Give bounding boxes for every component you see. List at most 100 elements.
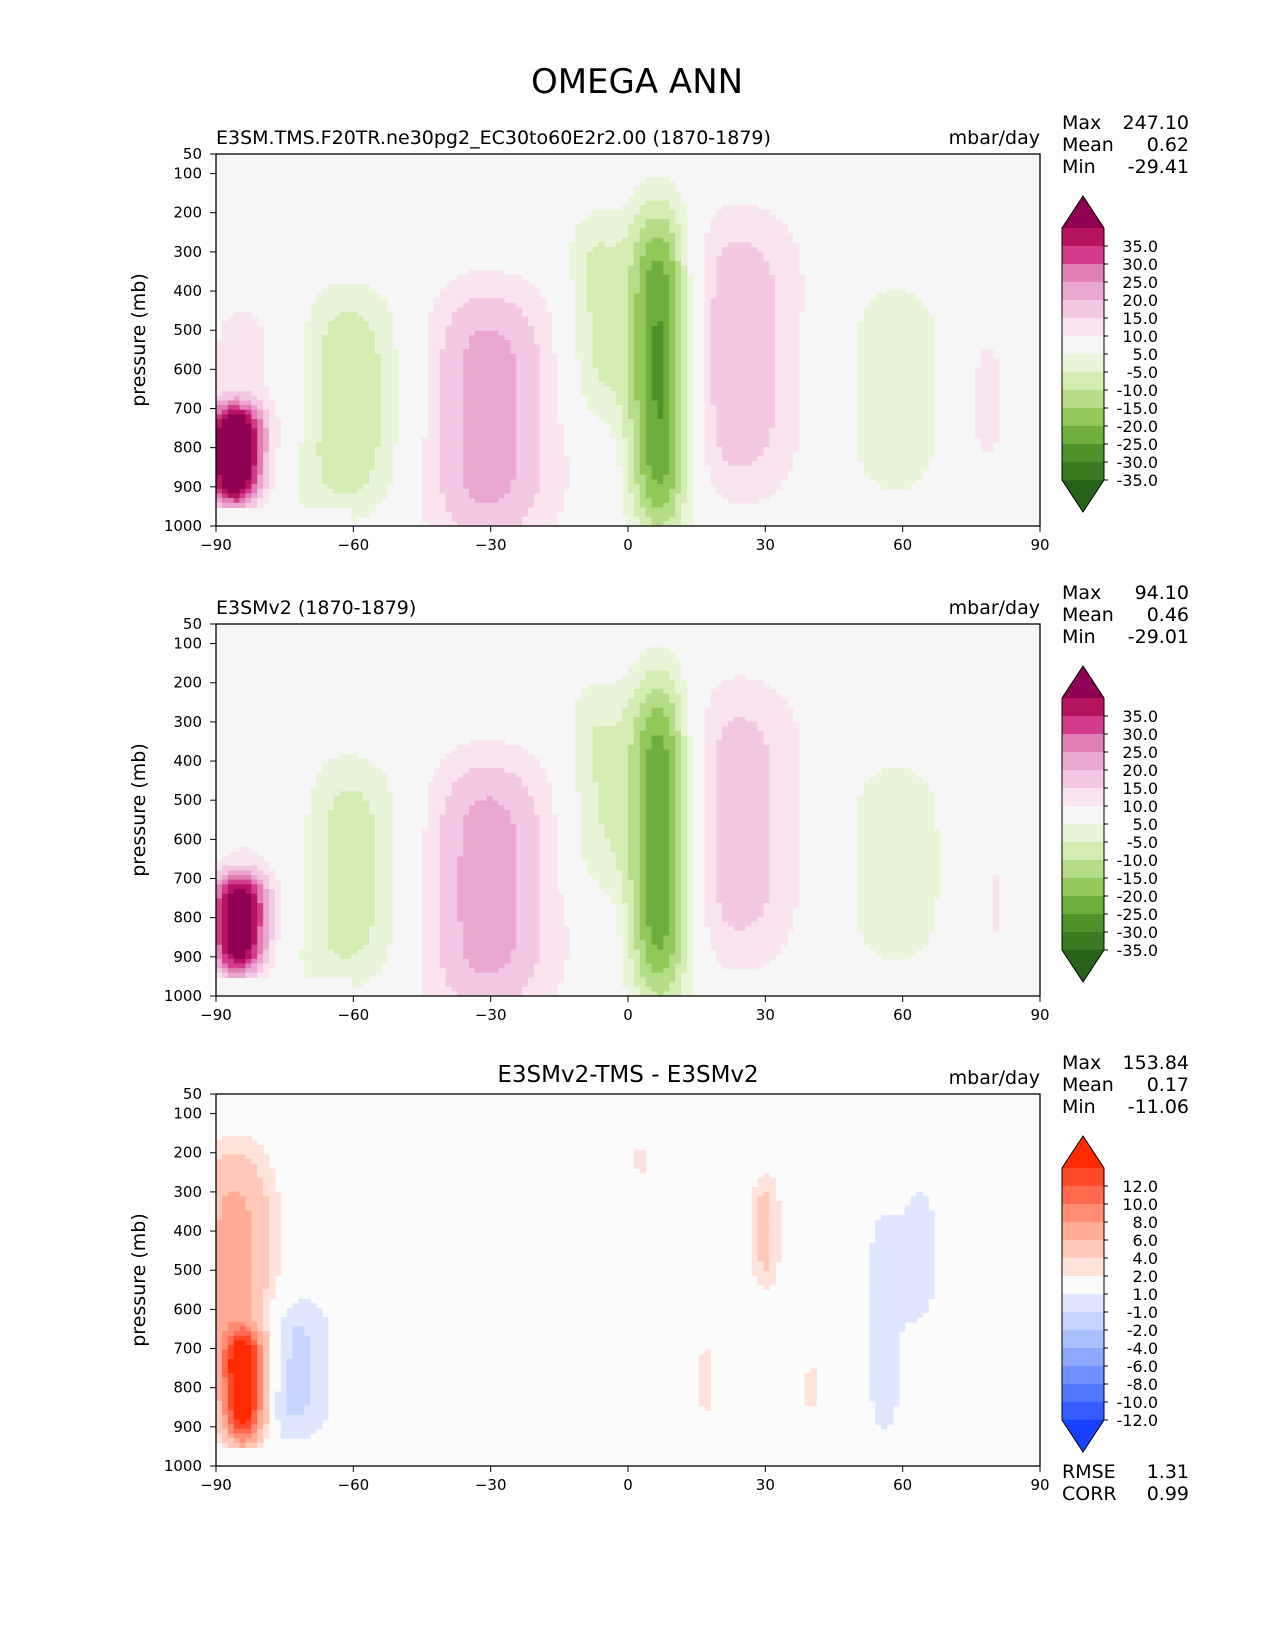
contour-cell [680, 284, 688, 290]
contour-cell [545, 474, 553, 481]
contour-cell [745, 284, 753, 290]
contour-cell [504, 437, 511, 443]
contour-cell [769, 284, 776, 290]
contour-cell [669, 437, 676, 443]
contour-cell [904, 456, 912, 462]
contour-cell [628, 349, 635, 355]
contour-cell [739, 307, 747, 313]
contour-cell [722, 395, 729, 402]
contour-cell [451, 330, 458, 336]
contour-cell [251, 358, 258, 364]
contour-cell [445, 419, 453, 425]
contour-cell [451, 293, 458, 299]
contour-cell [922, 307, 929, 313]
contour-cell [728, 302, 735, 309]
contour-cell [486, 344, 494, 350]
contour-cell [469, 353, 476, 360]
contour-cell [474, 502, 482, 508]
contour-cell [675, 460, 682, 467]
contour-cell [639, 502, 647, 508]
contour-cell [575, 237, 582, 243]
contour-cell [781, 451, 788, 457]
contour-cell [474, 284, 482, 290]
contour-cell [216, 400, 223, 406]
contour-cell [357, 353, 364, 360]
contour-cell [916, 460, 923, 467]
contour-cell [422, 488, 429, 495]
contour-cell [386, 367, 394, 374]
contour-cell [486, 498, 494, 504]
contour-cell [580, 288, 588, 295]
contour-cell [327, 395, 335, 402]
contour-cell [498, 474, 505, 481]
contour-cell [869, 307, 876, 313]
contour-cell [374, 377, 382, 383]
contour-cell [910, 433, 917, 439]
contour-cell [451, 456, 458, 462]
contour-cell [733, 344, 741, 350]
contour-cell [739, 237, 747, 243]
contour-cell [522, 340, 529, 346]
contour-cell [686, 465, 694, 471]
contour-cell [663, 223, 670, 229]
contour-cell [516, 479, 523, 485]
contour-cell [504, 344, 511, 350]
contour-cell [704, 400, 711, 406]
contour-cell [728, 326, 735, 332]
contour-cell [763, 284, 770, 290]
contour-cell [745, 265, 753, 271]
contour-cell [333, 302, 341, 309]
contour-cell [733, 247, 741, 253]
contour-cell [486, 321, 494, 327]
contour-cell [633, 186, 641, 192]
contour-cell [233, 437, 241, 443]
contour-cell [474, 353, 482, 360]
contour-cell [427, 349, 435, 355]
contour-cell [739, 316, 747, 322]
contour-cell [268, 428, 276, 434]
contour-cell [616, 247, 623, 253]
contour-cell [504, 488, 511, 495]
contour-cell [492, 340, 500, 346]
contour-cell [527, 479, 535, 485]
contour-cell [728, 260, 735, 267]
contour-cell [745, 298, 753, 304]
contour-cell [369, 465, 376, 471]
contour-cell [781, 386, 788, 392]
contour-cell [704, 405, 711, 411]
contour-cell [628, 405, 635, 411]
contour-cell [310, 474, 317, 481]
contour-cell [633, 456, 641, 462]
contour-cell [792, 293, 800, 299]
contour-cell [722, 260, 729, 267]
contour-cell [463, 498, 470, 504]
contour-cell [680, 372, 688, 378]
contour-cell [704, 456, 711, 462]
contour-cell [663, 498, 670, 504]
contour-cell [369, 363, 376, 369]
contour-cell [304, 400, 311, 406]
contour-cell [769, 330, 776, 336]
contour-cell [892, 470, 900, 476]
contour-cell [622, 372, 629, 378]
contour-cell [357, 330, 364, 336]
contour-cell [374, 474, 382, 481]
contour-cell [474, 414, 482, 420]
contour-cell [510, 391, 517, 397]
contour-cell [751, 381, 759, 388]
contour-cell [663, 191, 670, 197]
contour-cell [886, 349, 894, 355]
contour-cell [881, 433, 888, 439]
contour-cell [651, 237, 659, 243]
contour-cell [704, 274, 711, 281]
contour-cell [633, 321, 641, 327]
contour-cell [321, 358, 329, 364]
contour-cell [886, 470, 894, 476]
contour-cell [663, 358, 670, 364]
contour-cell [633, 205, 641, 211]
contour-cell [610, 349, 617, 355]
contour-cell [663, 349, 670, 355]
contour-cell [657, 186, 664, 192]
contour-cell [657, 298, 664, 304]
contour-cell [657, 274, 664, 281]
